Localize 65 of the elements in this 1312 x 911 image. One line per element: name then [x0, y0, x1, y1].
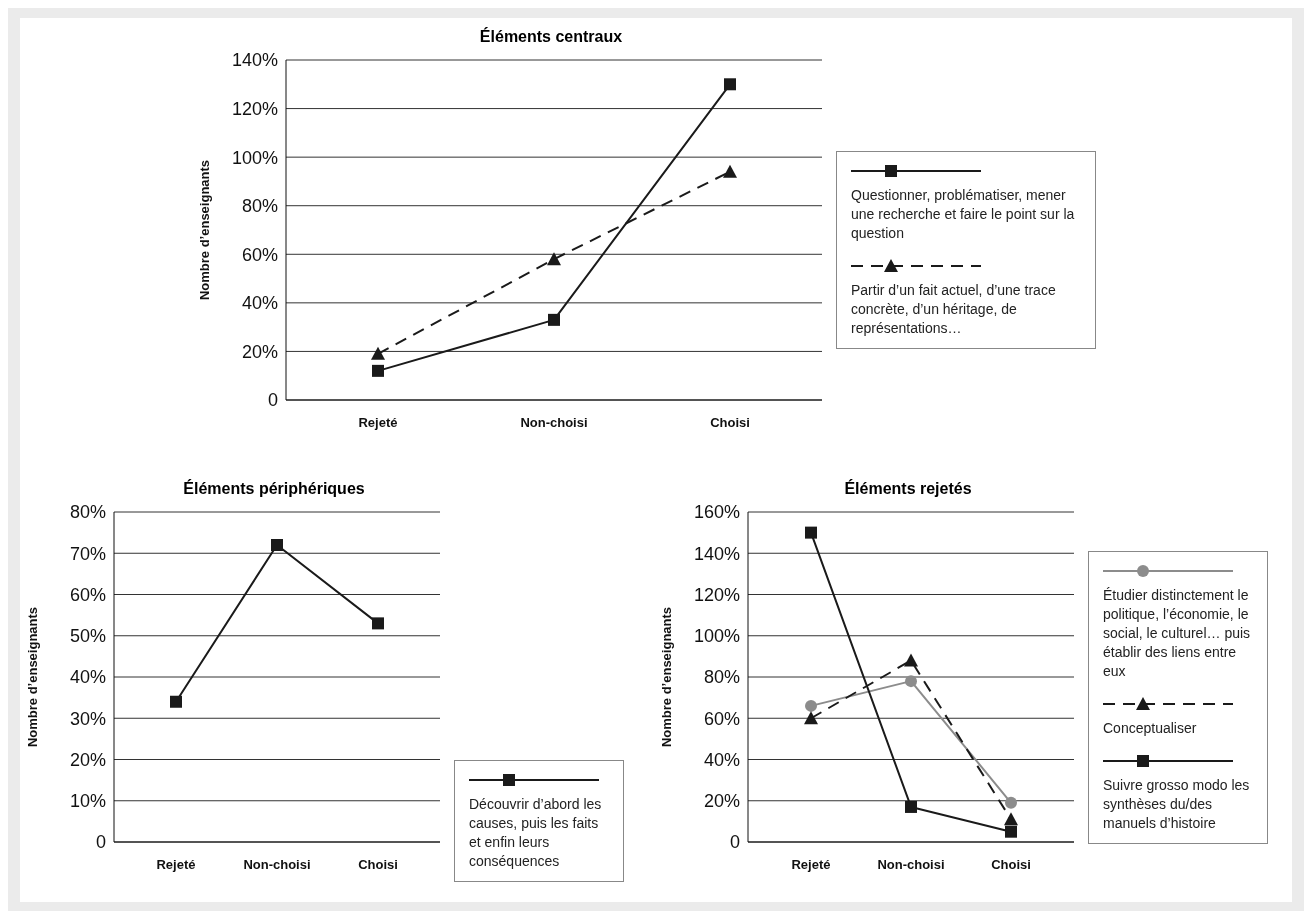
legend-label: Questionner, problématiser, mener une recherche et faire le point sur la question	[851, 186, 1076, 243]
y-tick-label: 80%	[703, 667, 740, 688]
y-tick-label: 100%	[231, 147, 278, 168]
point	[724, 78, 736, 91]
point	[1004, 812, 1018, 826]
y-tick-label: 30%	[69, 708, 106, 729]
point	[723, 164, 737, 178]
point	[905, 675, 917, 688]
chart-title: Éléments centraux	[478, 28, 624, 46]
y-tick-label: 40%	[69, 667, 106, 688]
x-tick-label: Choisi	[358, 857, 398, 873]
y-tick-label: 100%	[693, 626, 740, 647]
x-tick-label: Choisi	[991, 857, 1031, 873]
x-tick-label: Non-choisi	[520, 415, 588, 431]
point	[1005, 825, 1017, 838]
legend-label: Conceptualiser	[1103, 718, 1198, 738]
y-tick-label: 80%	[69, 502, 106, 523]
y-tick-label: 40%	[703, 749, 740, 770]
point	[905, 800, 917, 813]
y-axis-title: Nombre d’enseignants	[658, 606, 674, 748]
y-axis-title: Nombre d’enseignants	[24, 606, 40, 748]
point	[548, 313, 560, 326]
point	[805, 526, 817, 539]
x-tick-label: Non-choisi	[877, 857, 945, 873]
y-tick-label: 0	[729, 832, 740, 853]
y-tick-label: 0	[267, 390, 278, 411]
point	[1005, 796, 1017, 809]
x-tick-label: Rejeté	[156, 857, 196, 873]
y-tick-label: 20%	[241, 341, 278, 362]
legend-label: Partir d’un fait actuel, d’une trace concrète, d’un héritage, de représentations…	[851, 281, 1057, 338]
y-tick-label: 20%	[69, 749, 106, 770]
y-tick-label: 60%	[69, 584, 106, 605]
y-tick-label: 20%	[703, 791, 740, 812]
chart-title: Éléments périphériques	[182, 480, 366, 498]
y-tick-label: 140%	[231, 50, 278, 71]
y-tick-label: 70%	[69, 543, 106, 564]
legend-label: Suivre grosso modo les synthèses du/des manuels d’histoire	[1103, 775, 1251, 833]
y-tick-label: 40%	[241, 293, 278, 314]
y-tick-label: 0	[95, 832, 106, 853]
x-tick-label: Rejeté	[791, 857, 831, 873]
y-tick-label: 120%	[693, 584, 740, 605]
y-tick-label: 140%	[693, 543, 740, 564]
y-tick-label: 60%	[241, 244, 278, 265]
y-tick-label: 80%	[241, 196, 278, 217]
x-tick-label: Non-choisi	[243, 857, 311, 873]
chart-title: Éléments rejetés	[843, 480, 973, 498]
y-tick-label: 10%	[69, 791, 106, 812]
legend-label: Étudier distinctement le politique, l’économie, le social, le culturel… puis établir des liens entre eux	[1103, 585, 1252, 681]
y-tick-label: 120%	[231, 98, 278, 119]
y-tick-label: 60%	[703, 708, 740, 729]
point	[372, 617, 384, 630]
point	[170, 695, 182, 708]
x-tick-label: Choisi	[710, 415, 750, 431]
x-tick-label: Rejeté	[358, 415, 398, 431]
y-tick-label: 50%	[69, 626, 106, 647]
y-axis-title: Nombre d’enseignants	[196, 159, 212, 301]
y-tick-label: 160%	[693, 502, 740, 523]
point	[371, 346, 385, 360]
point	[547, 252, 561, 266]
point	[805, 699, 817, 712]
point	[271, 539, 283, 551]
point	[804, 711, 818, 725]
legend-label: Découvrir d’abord les causes, puis les faits et enfin leurs conséquences	[469, 795, 603, 871]
point	[904, 653, 918, 667]
point	[372, 364, 384, 377]
